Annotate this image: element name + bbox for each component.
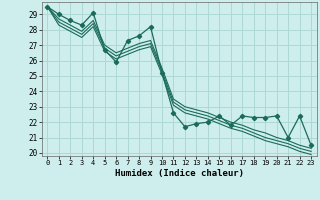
X-axis label: Humidex (Indice chaleur): Humidex (Indice chaleur) (115, 169, 244, 178)
